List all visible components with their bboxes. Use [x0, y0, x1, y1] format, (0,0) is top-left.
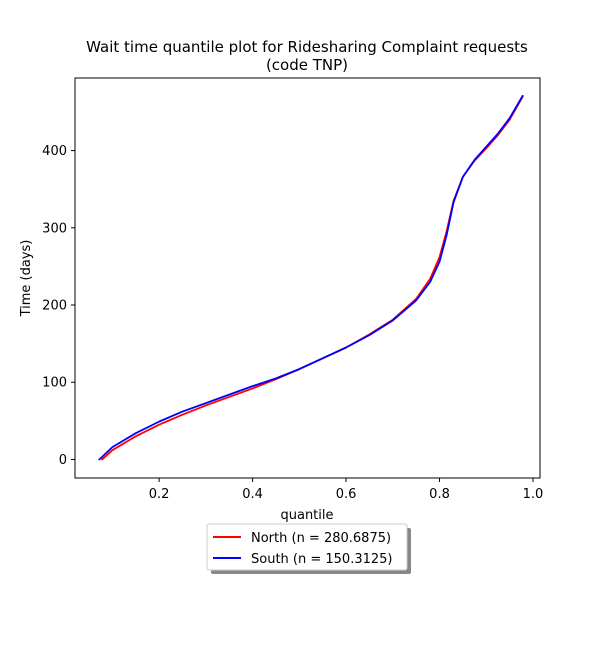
legend-label-south: South (n = 150.3125): [251, 552, 392, 567]
legend: North (n = 280.6875) South (n = 150.3125…: [206, 523, 411, 574]
y-tick-label: 0: [59, 453, 67, 468]
legend-label-north: North (n = 280.6875): [251, 531, 391, 546]
y-tick-label: 300: [42, 221, 67, 236]
legend-box: [206, 523, 408, 571]
x-tick-label: 0.8: [429, 487, 450, 502]
chart-title-line2: (code TNP): [266, 56, 348, 74]
y-axis-label: Time (days): [19, 240, 34, 318]
y-tick-label: 100: [42, 376, 67, 391]
x-tick-label: 0.2: [149, 487, 170, 502]
x-axis-ticks: 0.2 0.4 0.6 0.8 1.0: [149, 478, 544, 502]
x-tick-label: 0.4: [242, 487, 263, 502]
series-lines: [98, 94, 524, 461]
chart-title: Wait time quantile plot for Ridesharing …: [86, 38, 528, 56]
y-tick-label: 400: [42, 144, 67, 159]
x-tick-label: 1.0: [523, 487, 544, 502]
plot-area: [74, 77, 541, 479]
y-tick-label: 200: [42, 299, 67, 314]
y-axis-ticks: 0 100 200 300 400: [42, 144, 75, 468]
series-line-north: [101, 95, 524, 461]
series-line-south: [98, 94, 524, 461]
x-tick-label: 0.6: [336, 487, 357, 502]
x-axis-label: quantile: [280, 508, 333, 523]
